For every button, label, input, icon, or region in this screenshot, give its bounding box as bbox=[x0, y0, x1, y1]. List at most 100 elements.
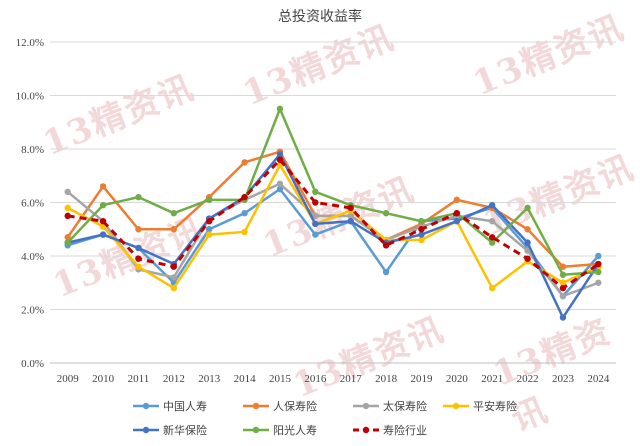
legend-label: 平安寿险 bbox=[473, 399, 517, 413]
x-tick-label: 2024 bbox=[587, 373, 610, 385]
y-axis-ticks: 0.0% 2.0% 4.0% 6.0% 8.0% 10.0% 12.0% bbox=[16, 37, 44, 370]
data-point bbox=[453, 196, 461, 204]
chart-title: 总投资收益率 bbox=[278, 9, 362, 25]
x-tick-label: 2018 bbox=[375, 373, 398, 385]
series-line bbox=[67, 153, 600, 319]
x-tick-label: 2023 bbox=[552, 373, 575, 385]
data-point bbox=[64, 204, 71, 212]
data-point bbox=[99, 201, 107, 209]
data-point bbox=[347, 218, 354, 225]
data-point bbox=[170, 274, 178, 281]
data-point bbox=[524, 255, 531, 262]
x-tick-label: 2014 bbox=[234, 373, 257, 385]
x-tick-label: 2015 bbox=[269, 373, 292, 385]
data-point bbox=[135, 226, 142, 233]
data-point bbox=[205, 231, 213, 238]
data-point bbox=[276, 180, 284, 187]
data-point bbox=[488, 218, 496, 225]
series-line bbox=[67, 187, 600, 298]
data-point bbox=[382, 210, 390, 217]
data-point bbox=[64, 234, 71, 241]
data-point bbox=[64, 212, 71, 220]
data-point bbox=[135, 263, 142, 270]
series-line bbox=[67, 158, 600, 290]
legend-marker bbox=[252, 426, 260, 434]
legend-item: 中国人寿 bbox=[133, 399, 207, 413]
data-point bbox=[312, 199, 319, 206]
x-tick-label: 2012 bbox=[163, 373, 185, 385]
legend-label: 太保寿险 bbox=[383, 399, 427, 413]
data-point bbox=[99, 218, 107, 225]
x-axis-ticks: 2009 2010 2011 2012 2013 2014 2015 2016 2017 2018… bbox=[57, 373, 610, 385]
legend-label: 阳光人寿 bbox=[273, 423, 317, 437]
y-tick-label: 0.0% bbox=[21, 358, 44, 370]
data-point bbox=[241, 228, 248, 236]
y-tick-label: 8.0% bbox=[21, 144, 44, 156]
x-tick-label: 2009 bbox=[57, 373, 80, 385]
series-line bbox=[66, 182, 599, 298]
legend-label: 新华保险 bbox=[163, 423, 207, 437]
data-point bbox=[170, 263, 178, 270]
data-point bbox=[559, 292, 567, 300]
data-point bbox=[418, 231, 425, 238]
data-point bbox=[205, 226, 213, 233]
data-point bbox=[382, 242, 390, 249]
data-point bbox=[64, 188, 71, 195]
data-point bbox=[524, 239, 531, 246]
data-point bbox=[559, 284, 567, 292]
series-lines bbox=[64, 105, 602, 321]
data-point bbox=[559, 279, 567, 286]
legend-item: 新华保险 bbox=[133, 423, 207, 437]
legend-marker bbox=[362, 402, 370, 410]
data-point bbox=[312, 220, 319, 228]
data-point bbox=[418, 236, 425, 244]
data-point bbox=[312, 212, 319, 220]
data-point bbox=[559, 271, 567, 278]
data-point bbox=[488, 284, 496, 292]
y-tick-label: 2.0% bbox=[21, 305, 44, 317]
x-tick-label: 2022 bbox=[517, 373, 539, 385]
y-tick-label: 12.0% bbox=[16, 37, 44, 49]
data-point bbox=[524, 204, 531, 212]
data-point bbox=[170, 226, 178, 233]
legend-marker bbox=[252, 402, 260, 410]
data-point bbox=[595, 260, 602, 268]
data-point bbox=[99, 183, 107, 190]
data-point bbox=[595, 252, 602, 260]
data-point bbox=[276, 156, 284, 163]
data-point bbox=[453, 218, 461, 225]
data-point bbox=[488, 234, 496, 241]
data-point bbox=[135, 255, 142, 262]
legend-item: 太保寿险 bbox=[353, 399, 427, 413]
data-point bbox=[205, 196, 213, 204]
data-point bbox=[595, 268, 602, 276]
x-tick-label: 2021 bbox=[481, 373, 503, 385]
data-point bbox=[99, 231, 107, 238]
x-tick-label: 2013 bbox=[198, 373, 221, 385]
series-line bbox=[66, 150, 599, 268]
data-point bbox=[135, 244, 142, 252]
x-tick-label: 2016 bbox=[304, 373, 327, 385]
x-tick-label: 2011 bbox=[128, 373, 150, 385]
data-point bbox=[524, 247, 531, 254]
data-point bbox=[418, 226, 425, 233]
series-寿险行业 bbox=[64, 156, 602, 292]
legend-item: 阳光人寿 bbox=[243, 423, 317, 437]
data-point bbox=[205, 218, 213, 225]
data-point bbox=[559, 263, 567, 270]
y-tick-label: 6.0% bbox=[21, 198, 44, 210]
data-point bbox=[488, 239, 496, 246]
data-point bbox=[347, 212, 354, 220]
data-point bbox=[170, 210, 178, 217]
series-新华保险 bbox=[64, 151, 602, 321]
series-line bbox=[66, 107, 599, 276]
data-point bbox=[170, 284, 178, 292]
data-point bbox=[241, 159, 248, 166]
legend-marker bbox=[142, 426, 150, 434]
data-point bbox=[524, 226, 531, 233]
legend-item: 平安寿险 bbox=[443, 399, 517, 413]
data-point bbox=[241, 210, 248, 217]
data-point bbox=[595, 279, 602, 286]
